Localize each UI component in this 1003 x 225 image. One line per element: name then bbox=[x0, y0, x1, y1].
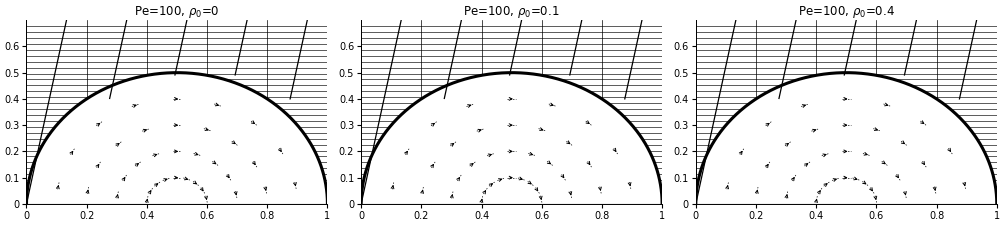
Title: Pe=100, $\rho_0$=0.1: Pe=100, $\rho_0$=0.1 bbox=[463, 4, 560, 20]
Title: Pe=100, $\rho_0$=0: Pe=100, $\rho_0$=0 bbox=[134, 4, 220, 20]
Title: Pe=100, $\rho_0$=0.4: Pe=100, $\rho_0$=0.4 bbox=[797, 4, 894, 20]
